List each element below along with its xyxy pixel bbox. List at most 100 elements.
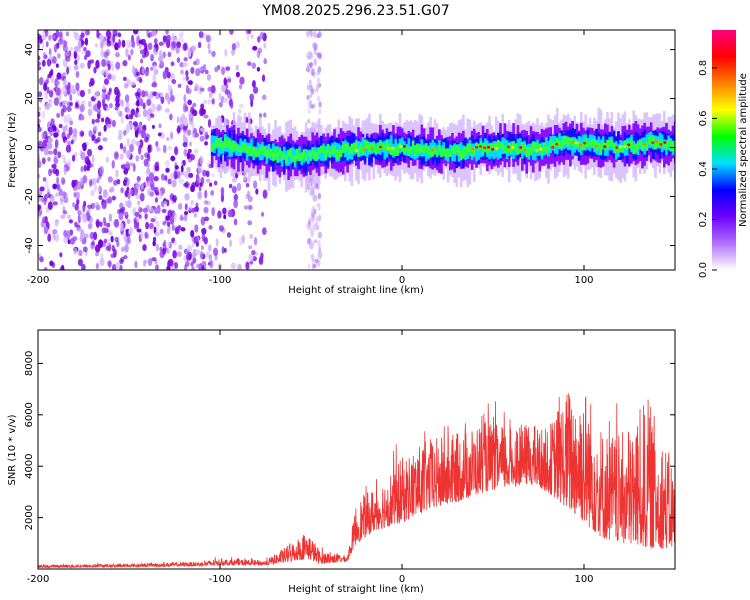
spectrogram-noise-cell (205, 170, 210, 178)
spectrogram-noise-cell (175, 165, 179, 170)
x-tick-label: -200 (27, 275, 50, 286)
spectrogram-noise-cell (42, 51, 47, 60)
spectrogram-noise-cell (138, 43, 142, 50)
spectrogram-noise-cell (200, 127, 206, 132)
spectrogram-ridge-cell (293, 155, 297, 163)
spectrogram-noise-cell (85, 30, 90, 36)
spectrogram-noise-cell (147, 144, 152, 154)
spectrogram-noise-cell (179, 214, 184, 220)
colorbar-tick-label: 0.0 (698, 262, 709, 278)
spectrogram-noise-cell (46, 76, 50, 85)
spectrogram-noise-cell (129, 143, 134, 153)
spectrogram-noise-cell (139, 122, 142, 132)
spectrogram-ridge-cell (446, 148, 450, 157)
spectrogram-noise-cell (95, 204, 101, 211)
spectrogram-ridge-cell (285, 154, 288, 164)
spectrogram-noise-cell (78, 249, 83, 257)
spectrogram-noise-cell (193, 236, 198, 245)
spectrogram-ridge-cell (322, 147, 325, 154)
spectrogram-noise-cell (102, 137, 108, 142)
spectrogram-noise-cell (195, 249, 201, 255)
spectrogram-noise-cell (196, 263, 202, 269)
spectrogram-ridge-cell (306, 152, 310, 165)
spectrogram-noise-cell (210, 190, 215, 196)
spectrogram-noise-cell (142, 244, 147, 252)
spectrogram-noise-cell (48, 54, 54, 61)
y-tick-label: 40 (24, 43, 35, 56)
spectrogram-noise-cell (114, 42, 119, 51)
spectrogram-ridge-cell (309, 152, 312, 161)
spectrogram-noise-cell (186, 152, 191, 160)
spectrogram-noise-cell (48, 89, 54, 98)
spectrogram-noise-cell (122, 179, 127, 187)
spectrogram-noise-cell (135, 140, 141, 147)
spectrogram-noise-cell (169, 217, 175, 225)
spectrogram-noise-cell (229, 97, 233, 106)
spectrogram-ridge-cell (396, 145, 400, 156)
spectrogram-ridge-cell (451, 145, 454, 153)
spectrogram-ridge-cell (638, 139, 642, 147)
colorbar: 0.0 0.2 0.4 0.6 0.8 Normalized spectral ampl… (698, 30, 749, 278)
spectrogram-noise-cell (199, 107, 205, 117)
spectrogram-ridge-cell (444, 150, 448, 158)
spectrogram-noise-cell (108, 88, 112, 96)
spectrogram-noise-cell (243, 205, 249, 210)
spectrogram-noise-cell (231, 42, 237, 51)
spectrogram-peak-cell (595, 144, 599, 148)
spectrogram-noise-cell (192, 257, 197, 264)
spectrogram-noise-cell (202, 169, 207, 177)
spectrogram-noise-cell (106, 222, 111, 228)
spectrogram-noise-cell (228, 183, 233, 189)
spectrogram-noise-cell (316, 69, 321, 76)
spectrogram-peak-cell (623, 145, 627, 148)
spectrogram-noise-cell (252, 45, 258, 51)
x-tick-label: -100 (209, 574, 232, 585)
spectrogram-ridge-cell (400, 145, 404, 152)
spectrogram-noise-cell (177, 203, 183, 211)
spectrogram-ridge-cell (540, 147, 544, 156)
spectrogram-ridge-cell (298, 154, 301, 162)
spectrogram-noise-cell (249, 233, 254, 239)
y-tick-label: 2000 (24, 505, 35, 530)
spectrogram-noise-cell (152, 74, 157, 83)
spectrogram-noise-cell (190, 66, 195, 74)
spectrogram-noise-cell (135, 181, 141, 189)
spectrogram-noise-cell (101, 58, 107, 68)
spectrogram-noise-cell (183, 94, 187, 103)
spectrogram-noise-cell (165, 30, 169, 35)
spectrogram-noise-cell (70, 46, 73, 52)
spectrogram-ridge-cell (376, 143, 380, 154)
spectrogram-noise-cell (123, 233, 127, 242)
spectrogram-ridge-cell (217, 138, 221, 157)
spectrogram-ridge-cell (562, 135, 566, 146)
spectrogram-ridge-cell (256, 150, 260, 156)
spectrogram-ridge-cell (311, 148, 314, 156)
spectrogram-noise-cell (176, 251, 182, 258)
spectrogram-ridge-cell (359, 143, 363, 152)
spectrogram-ridge-cell (328, 150, 332, 158)
spectrogram-ridge-cell (667, 138, 670, 146)
spectrogram-noise-cell (123, 255, 128, 260)
spectrogram-noise-cell (207, 118, 212, 128)
spectrogram-peak-cell (378, 145, 383, 149)
spectrogram-ridge-cell (365, 140, 369, 149)
spectrogram-noise-cell (139, 98, 144, 107)
spectrogram-noise-cell (174, 226, 180, 235)
spectrogram-ridge-cell (490, 143, 494, 151)
spectrogram-noise-cell (63, 236, 68, 244)
spectrogram-ridge-cell (272, 152, 275, 161)
spectrogram-noise-cell (93, 125, 98, 131)
spectrogram-noise-cell (183, 117, 189, 127)
spectrogram-ridge-cell (420, 145, 424, 153)
spectrogram-noise-cell (162, 70, 168, 80)
spectrogram-noise-cell (190, 199, 195, 206)
spectrogram-ridge-cell (389, 146, 393, 155)
spectrogram-ridge-cell (593, 138, 596, 148)
spectrogram-ylabel: Frequency (Hz) (7, 112, 18, 188)
spectrogram-noise-cell (184, 105, 189, 112)
spectrogram-ridge-cell (606, 139, 609, 149)
spectrogram-peak-cell (523, 148, 527, 152)
spectrogram-ridge-cell (617, 146, 620, 154)
spectrogram-noise-cell (309, 79, 312, 87)
spectrogram-noise-cell (48, 48, 52, 56)
